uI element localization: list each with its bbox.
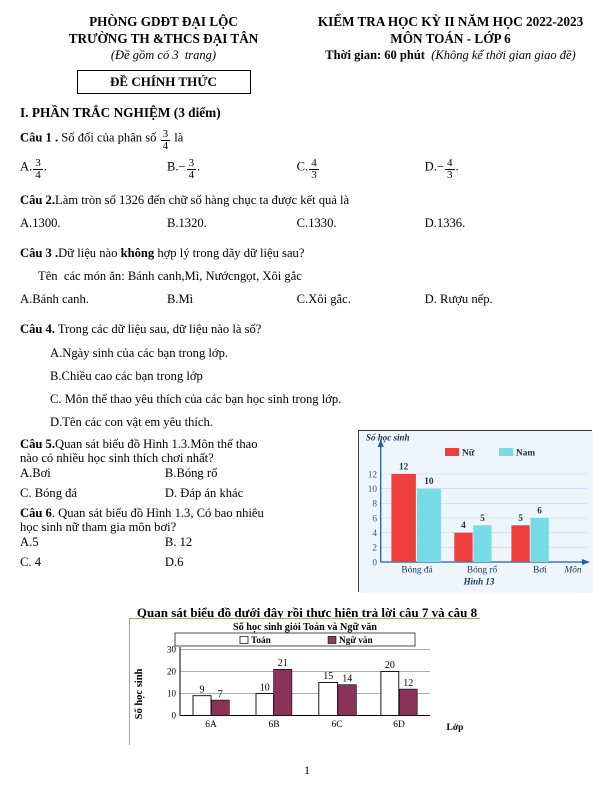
svg-text:5: 5 bbox=[480, 514, 485, 524]
svg-text:9: 9 bbox=[200, 685, 205, 696]
svg-text:Số học sinh giỏi Toán và Ngữ v: Số học sinh giỏi Toán và Ngữ văn bbox=[233, 622, 377, 633]
svg-text:Nam: Nam bbox=[516, 449, 535, 459]
svg-text:Bơi: Bơi bbox=[533, 566, 547, 576]
svg-text:10: 10 bbox=[167, 689, 177, 699]
svg-text:10: 10 bbox=[260, 682, 270, 693]
svg-text:4: 4 bbox=[461, 521, 466, 531]
svg-text:30: 30 bbox=[167, 645, 177, 655]
svg-text:14: 14 bbox=[342, 673, 352, 684]
svg-text:12: 12 bbox=[368, 470, 378, 480]
svg-text:21: 21 bbox=[278, 658, 288, 669]
svg-text:20: 20 bbox=[167, 667, 177, 677]
svg-text:7: 7 bbox=[218, 689, 223, 700]
svg-text:6C: 6C bbox=[331, 720, 342, 730]
svg-text:Bóng đá: Bóng đá bbox=[401, 566, 432, 576]
svg-text:Nữ: Nữ bbox=[462, 449, 475, 459]
svg-text:12: 12 bbox=[403, 678, 413, 689]
svg-text:6A: 6A bbox=[205, 720, 217, 730]
svg-text:0: 0 bbox=[372, 558, 377, 568]
svg-text:Môn: Môn bbox=[563, 566, 581, 576]
svg-text:6D: 6D bbox=[393, 720, 405, 730]
svg-text:2: 2 bbox=[372, 544, 377, 554]
svg-text:20: 20 bbox=[385, 660, 395, 671]
svg-text:0: 0 bbox=[172, 711, 177, 721]
svg-text:10: 10 bbox=[368, 485, 378, 495]
svg-text:12: 12 bbox=[399, 463, 409, 473]
svg-text:6: 6 bbox=[372, 514, 377, 524]
svg-text:Bóng rổ: Bóng rổ bbox=[467, 565, 498, 576]
svg-text:Số học sinh: Số học sinh bbox=[134, 668, 145, 719]
svg-text:8: 8 bbox=[372, 500, 377, 510]
svg-text:Hình 13: Hình 13 bbox=[463, 577, 495, 587]
svg-text:10: 10 bbox=[424, 477, 434, 487]
svg-text:6: 6 bbox=[537, 507, 542, 517]
svg-text:15: 15 bbox=[323, 671, 333, 682]
svg-text:6B: 6B bbox=[268, 720, 279, 730]
svg-text:Ngữ văn: Ngữ văn bbox=[339, 636, 374, 646]
svg-text:Lớp: Lớp bbox=[447, 723, 464, 733]
svg-text:5: 5 bbox=[518, 514, 523, 524]
svg-text:4: 4 bbox=[372, 529, 377, 539]
svg-text:Số học sinh: Số học sinh bbox=[366, 433, 410, 443]
svg-text:Toán: Toán bbox=[251, 636, 272, 646]
